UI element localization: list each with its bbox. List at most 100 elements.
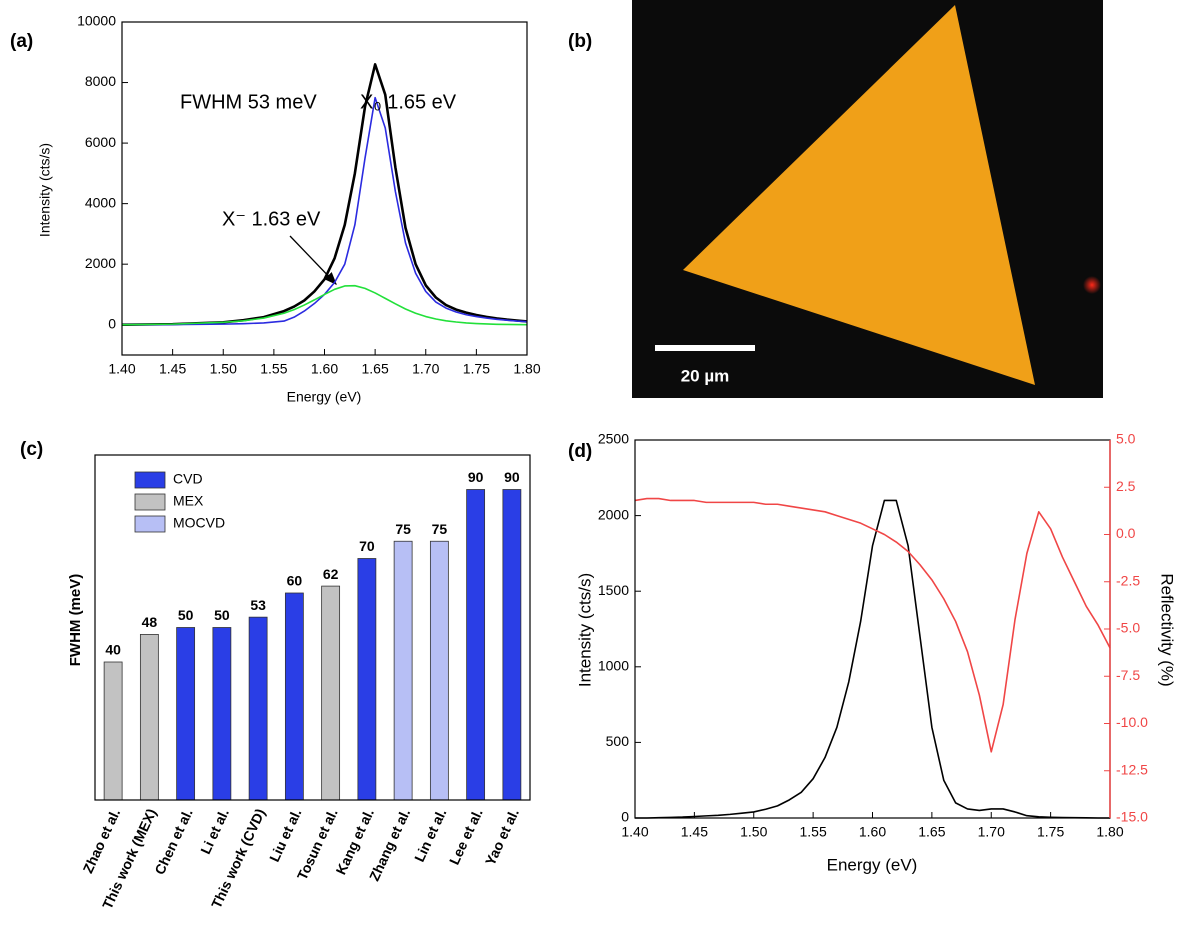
y-axis-label: Intensity (cts/s) [37, 143, 53, 237]
plot-frame [634, 439, 1111, 819]
data-line [121, 63, 528, 327]
y2-tick-label: -7.5 [1116, 667, 1140, 683]
legend-label: CVD [173, 471, 203, 487]
x-tick-label: Yao et al. [482, 806, 522, 868]
y2-tick-label: 5.0 [1116, 431, 1136, 447]
bar-value-label: 53 [250, 597, 266, 613]
legend-label: MOCVD [173, 515, 225, 531]
x-tick-label: 1.65 [362, 361, 389, 377]
x-tick-label: 1.60 [859, 824, 886, 840]
bar [139, 634, 159, 801]
x-tick-label: 1.80 [513, 361, 540, 377]
scale-bar-label: 20 µm [681, 366, 730, 385]
y2-tick-label: 0.0 [1116, 525, 1136, 541]
bar [502, 489, 522, 801]
x-tick-label: 1.50 [210, 361, 237, 377]
x-tick-label: 1.45 [159, 361, 186, 377]
x-tick-label: Liu et al. [266, 806, 305, 864]
bar [212, 627, 232, 801]
legend-swatch [134, 515, 166, 533]
bar [393, 540, 413, 801]
plot-frame [94, 454, 531, 801]
bar-value-label: 50 [178, 607, 194, 623]
x-tick-label: 1.40 [108, 361, 135, 377]
y2-tick-label: 2.5 [1116, 478, 1136, 494]
bar-value-label: 60 [287, 573, 303, 589]
x-tick-label: Li et al. [197, 806, 232, 856]
x-tick-label: 1.70 [978, 824, 1005, 840]
annotation: X₀ 1.65 eV [360, 91, 457, 113]
panel-label: (a) [10, 31, 33, 52]
x-tick-label: 1.70 [412, 361, 439, 377]
y-tick-label: 1500 [598, 582, 629, 598]
y-tick-label: 2500 [598, 431, 629, 447]
x-axis-label: Energy (eV) [287, 389, 362, 405]
x-tick-label: 1.75 [463, 361, 490, 377]
x-tick-label: 1.50 [740, 824, 767, 840]
y2-tick-label: -15.0 [1116, 809, 1148, 825]
y-tick-label: 500 [606, 733, 630, 749]
x-tick-label: 1.65 [918, 824, 945, 840]
bar-value-label: 75 [395, 521, 411, 537]
y-tick-label: 2000 [598, 506, 629, 522]
data-line [635, 499, 1110, 819]
plot-frame [121, 21, 528, 356]
bar-value-label: 75 [432, 521, 448, 537]
x-axis-label: Energy (eV) [827, 855, 918, 874]
bar [429, 540, 449, 801]
laser-spot [1083, 276, 1101, 294]
bar-value-label: 90 [468, 469, 484, 485]
y2-tick-label: -10.0 [1116, 714, 1148, 730]
bar-value-label: 50 [214, 607, 230, 623]
x-tick-label: 1.40 [621, 824, 648, 840]
y-axis-label: Intensity (cts/s) [575, 573, 594, 687]
x-tick-label: 1.45 [681, 824, 708, 840]
y-tick-label: 6000 [85, 134, 116, 150]
bar [466, 489, 486, 801]
y-tick-label: 10000 [77, 13, 116, 29]
y-axis-label: FWHM (meV) [67, 574, 84, 667]
y2-tick-label: -12.5 [1116, 761, 1148, 777]
bar-value-label: 90 [504, 469, 520, 485]
x-tick-label: 1.80 [1096, 824, 1123, 840]
crystal-flake [683, 5, 1035, 385]
bar [357, 558, 377, 801]
x-tick-label: 1.55 [260, 361, 287, 377]
x-tick-label: 1.55 [800, 824, 827, 840]
micrograph: 20 µm [632, 0, 1103, 398]
bar-value-label: 62 [323, 566, 339, 582]
data-line [634, 497, 1111, 753]
data-line [121, 96, 528, 326]
bar [103, 661, 123, 801]
panel-label: (d) [568, 441, 592, 462]
panel-label: (b) [568, 31, 592, 52]
y2-tick-label: -2.5 [1116, 572, 1140, 588]
y-tick-label: 8000 [85, 73, 116, 89]
x-tick-label: 1.60 [311, 361, 338, 377]
bar [321, 585, 341, 801]
annotation: FWHM 53 meV [180, 91, 317, 113]
bar [284, 592, 304, 801]
y-tick-label: 0 [621, 809, 629, 825]
panel-label: (c) [20, 439, 43, 460]
x-tick-label: Lin et al. [411, 806, 450, 864]
y-tick-label: 0 [108, 315, 116, 331]
bar [176, 627, 196, 801]
y2-tick-label: -5.0 [1116, 620, 1140, 636]
bar-value-label: 70 [359, 538, 375, 554]
y-tick-label: 1000 [598, 658, 629, 674]
legend-swatch [134, 493, 166, 511]
annotation-arrow [289, 235, 337, 285]
annotation: X⁻ 1.63 eV [222, 208, 321, 230]
y-tick-label: 4000 [85, 194, 116, 210]
data-line [121, 284, 528, 326]
scale-bar [655, 345, 755, 351]
bar [248, 616, 268, 801]
legend-swatch [134, 471, 166, 489]
x-tick-label: Lee et al. [446, 806, 486, 867]
y-tick-label: 2000 [85, 255, 116, 271]
bar-value-label: 40 [105, 642, 121, 658]
x-tick-label: Chen et al. [151, 806, 195, 877]
